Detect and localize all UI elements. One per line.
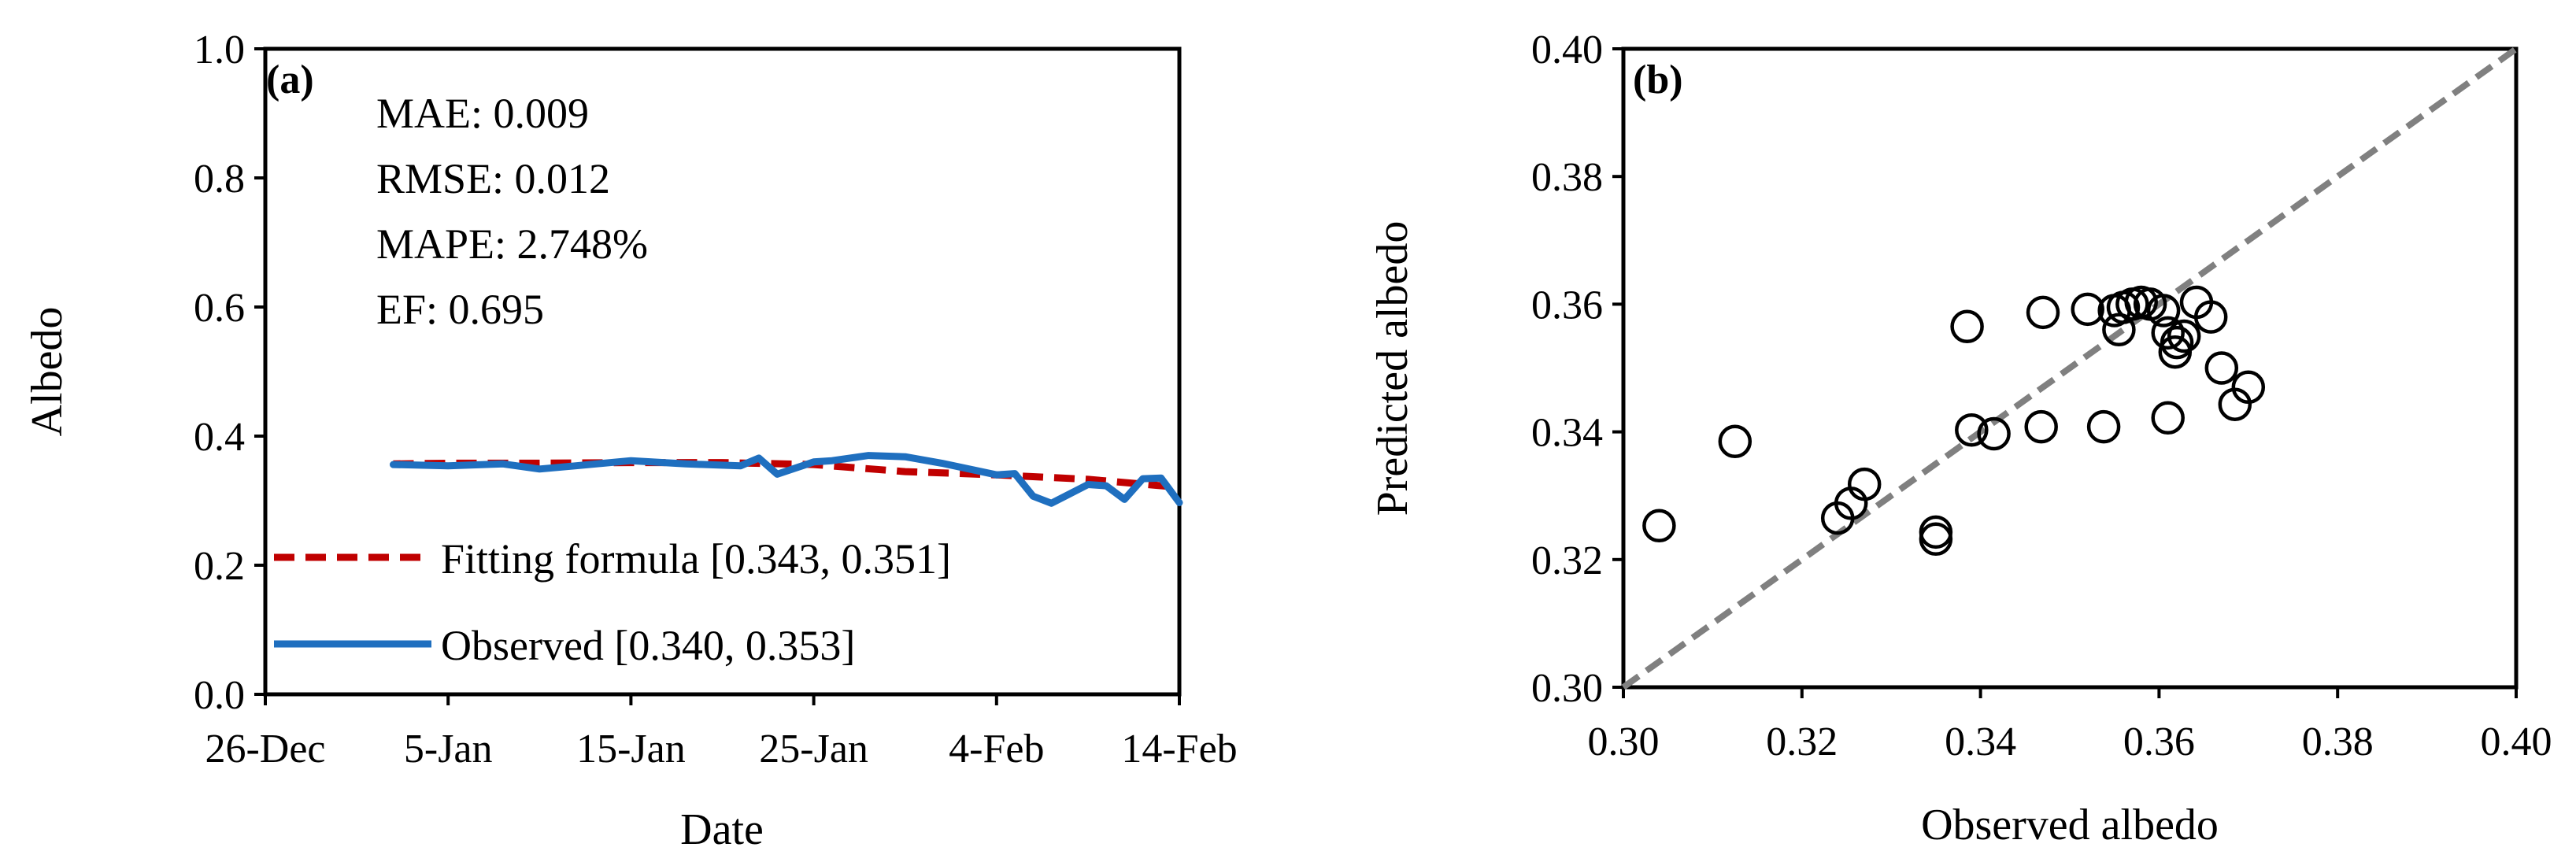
scatter-point	[2024, 409, 2058, 444]
panel-a-x-tick-label: 14-Feb	[1121, 727, 1237, 771]
panel-a-x-tick-label: 26-Dec	[205, 727, 325, 771]
panel-b-y-tick-label: 0.40	[1531, 28, 1603, 72]
scatter-point	[1919, 515, 1953, 549]
panel-b-x-tick-label: 0.40	[2481, 720, 2552, 764]
panel-a-x-tick-label: 15-Jan	[576, 727, 686, 771]
panel-a-albedo-time-series: 0.0 0.2 0.4 0.6 0.8 1.0 26-Dec 5-Jan 15-Jan 25-J…	[23, 28, 1238, 854]
panel-a-x-tick-label: 25-Jan	[759, 727, 868, 771]
panel-a-legend: Fitting formula [0.343, 0.351] Observed …	[274, 535, 951, 669]
panel-b-y-tick-label: 0.32	[1531, 538, 1603, 583]
panel-b-label: (b)	[1633, 57, 1683, 102]
scatter-point	[2231, 370, 2266, 405]
scatter-point	[2204, 351, 2239, 385]
panel-a-x-axis-title: Date	[680, 805, 764, 854]
one-to-one-reference-line	[1621, 46, 2519, 690]
scatter-point	[2146, 294, 2181, 327]
panel-b-x-tick-label: 0.30	[1588, 720, 1660, 764]
scatter-point	[1718, 424, 1752, 459]
panel-a-y-tick-label: 0.4	[194, 415, 245, 460]
panel-b-y-axis: 0.30 0.32 0.34 0.36 0.38 0.40	[1531, 28, 1623, 711]
panel-a-series-group	[390, 452, 1183, 507]
panel-b-x-tick-label: 0.38	[2302, 720, 2374, 764]
panel-a-y-tick-label: 0.2	[194, 544, 245, 589]
panel-b-plot-frame	[1621, 46, 2519, 690]
scatter-point	[2167, 319, 2201, 353]
scatter-point	[2102, 313, 2136, 347]
panel-a-stat-mae: MAE: 0.009	[376, 90, 589, 137]
scatter-point	[2160, 325, 2194, 360]
panel-a-plot-frame	[263, 46, 1182, 697]
panel-b-points-group	[1642, 285, 2266, 557]
panel-b-y-tick-label: 0.38	[1531, 155, 1603, 200]
panel-a-y-tick-label: 1.0	[194, 28, 245, 72]
panel-b-y-tick-label: 0.34	[1531, 411, 1603, 456]
panel-a-label: (a)	[266, 57, 314, 102]
legend-label-fitting-formula: Fitting formula [0.343, 0.351]	[441, 535, 951, 583]
panel-a-y-axis-title: Albedo	[23, 307, 72, 437]
series-line-observed	[390, 452, 1183, 507]
panel-a-x-tick-label: 5-Jan	[404, 727, 493, 771]
panel-b-y-tick-label: 0.36	[1531, 283, 1603, 327]
panel-a-stat-ef: EF: 0.695	[376, 286, 544, 333]
panel-b-y-axis-title: Predicted albedo	[1368, 221, 1417, 516]
panel-b-x-axis: 0.30 0.32 0.34 0.36 0.38 0.40	[1588, 687, 2552, 764]
scatter-point	[1955, 413, 1989, 447]
scatter-point	[1919, 522, 1953, 557]
scatter-point	[2151, 401, 2185, 435]
panel-a-stat-mape: MAPE: 2.748%	[376, 220, 648, 268]
panel-a-y-tick-label: 0.0	[194, 673, 245, 718]
scatter-point	[2193, 300, 2228, 334]
panel-b-y-tick-label: 0.30	[1531, 666, 1603, 711]
scatter-point	[2026, 295, 2060, 330]
panel-a-x-tick-label: 4-Feb	[949, 727, 1044, 771]
scatter-point	[2086, 409, 2121, 444]
scatter-point	[1642, 509, 1676, 543]
panel-a-y-tick-label: 0.6	[194, 286, 245, 331]
panel-b-x-tick-label: 0.34	[1945, 720, 2016, 764]
panel-b-x-tick-label: 0.36	[2123, 720, 2195, 764]
panel-b-x-tick-label: 0.32	[1766, 720, 1838, 764]
panel-b-reference-line-group	[1621, 46, 2519, 690]
scatter-point	[1847, 467, 1882, 501]
scatter-point	[1950, 309, 1984, 344]
panel-a-y-axis: 0.0 0.2 0.4 0.6 0.8 1.0	[194, 28, 265, 718]
legend-label-observed: Observed [0.340, 0.353]	[441, 622, 855, 669]
scatter-point	[2151, 316, 2185, 350]
panel-a-y-tick-label: 0.8	[194, 157, 245, 202]
panel-b-scatter: 0.300.320.340.360.380.40 0.30 0.32 0.34 0.3…	[1368, 28, 2552, 849]
panel-a-stat-rmse: RMSE: 0.012	[376, 155, 610, 202]
panel-b-x-axis-title: Observed albedo	[1921, 801, 2219, 849]
scatter-point	[1977, 416, 2011, 451]
scatter-point	[2071, 292, 2104, 327]
panel-a-x-axis: 26-Dec 5-Jan 15-Jan 25-Jan 4-Feb 14-Feb	[205, 694, 1238, 771]
